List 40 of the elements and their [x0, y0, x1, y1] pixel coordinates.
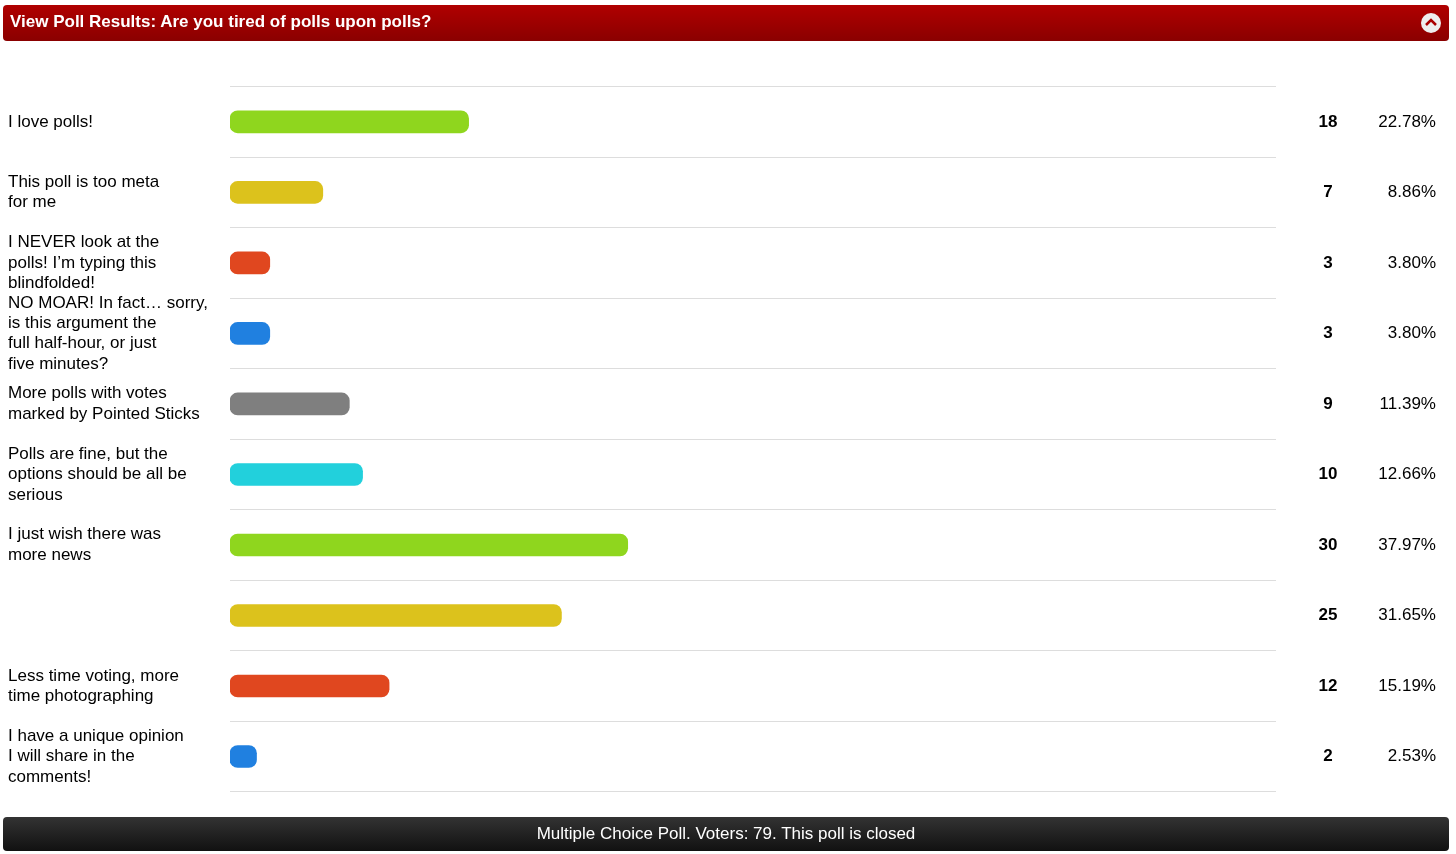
- data-label: 9: [1323, 393, 1333, 413]
- bar: [230, 322, 271, 345]
- y-tick-label: This poll is too meta for me: [8, 171, 160, 212]
- bar: [230, 251, 271, 275]
- y-tick-label: Less time voting, more time photographing: [8, 665, 180, 705]
- bar: [230, 463, 363, 486]
- y-tick-label: More polls with votes marked by Pointed Sticks: [8, 383, 200, 423]
- y-tick-label: I have a unique opinion I will share in the comments!: [8, 725, 184, 786]
- data-label: 12: [1318, 675, 1338, 695]
- text: 12.66%: [1378, 464, 1436, 484]
- text: 3.80%: [1387, 252, 1436, 272]
- text: 31.65%: [1378, 605, 1436, 625]
- text: 8.86%: [1387, 182, 1436, 202]
- bar: [230, 533, 629, 557]
- bar: [230, 110, 469, 134]
- text: 37.97%: [1378, 534, 1436, 554]
- data-label: 7: [1323, 182, 1333, 202]
- data-label: 30: [1318, 534, 1338, 554]
- data-label: 3: [1323, 252, 1333, 272]
- y-tick-label: Polls are fine, but the options should be all be serious: [8, 443, 187, 504]
- y-tick-label: I love polls!: [8, 111, 94, 131]
- text: 11.39%: [1379, 393, 1436, 413]
- bar: [230, 604, 562, 627]
- data-label: 2: [1323, 746, 1333, 766]
- text: 2.53%: [1387, 746, 1436, 766]
- data-label: 10: [1318, 464, 1338, 484]
- chart-title: View Poll Results: Are you tired of polls upon polls?: [10, 12, 432, 31]
- data-label: 18: [1318, 111, 1338, 131]
- y-tick-label: NO MOAR! In fact… sorry, is this argument the full half-hour, or just five minutes?: [8, 292, 208, 373]
- text: Multiple Choice Poll. Voters: 79. This poll is closed: [3, 817, 1449, 851]
- data-label: 25: [1318, 605, 1338, 625]
- data-label: 3: [1323, 323, 1333, 343]
- bar: [230, 392, 350, 416]
- bar: [230, 674, 390, 698]
- text: 15.19%: [1378, 675, 1436, 695]
- y-tick-label: I NEVER look at the polls! I’m typing this blindfolded!: [8, 232, 160, 292]
- text: 22.78%: [1378, 111, 1436, 131]
- text: 3.80%: [1387, 323, 1436, 343]
- y-tick-label: I just wish there was more news: [8, 524, 162, 564]
- bar: [230, 181, 324, 204]
